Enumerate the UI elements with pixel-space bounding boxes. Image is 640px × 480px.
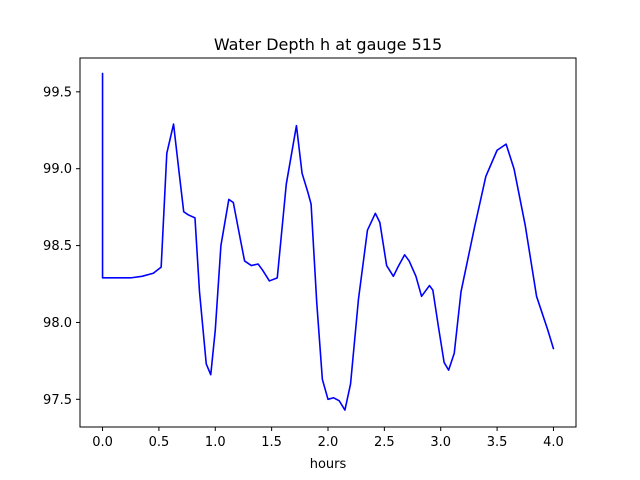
y-tick-label-2: 98.5 [43, 239, 72, 254]
x-tick-label-3: 1.5 [261, 435, 282, 450]
x-tick-label-1: 0.5 [149, 435, 170, 450]
plot-area: 0.0 0.5 1.0 1.5 2.0 2.5 3.0 3.5 4.0 97.5 98.0 98.5 9… [43, 57, 577, 450]
y-tick-label-4: 99.5 [43, 85, 72, 100]
x-tick-label-8: 4.0 [543, 435, 564, 450]
x-tick-label-4: 2.0 [318, 435, 339, 450]
chart-title: Water Depth h at gauge 515 [214, 35, 442, 54]
y-tick-label-1: 98.0 [43, 316, 72, 331]
x-axis-label: hours [310, 457, 347, 472]
x-tick-label-6: 3.0 [430, 435, 451, 450]
y-tick-label-0: 97.5 [43, 393, 72, 408]
y-tick-label-3: 99.0 [43, 162, 72, 177]
x-tick-label-7: 3.5 [487, 435, 508, 450]
series-line-1 [101, 72, 555, 411]
x-tick-label-0: 0.0 [92, 435, 113, 450]
x-tick-label-5: 2.5 [374, 435, 395, 450]
x-tick-label-2: 1.0 [205, 435, 226, 450]
